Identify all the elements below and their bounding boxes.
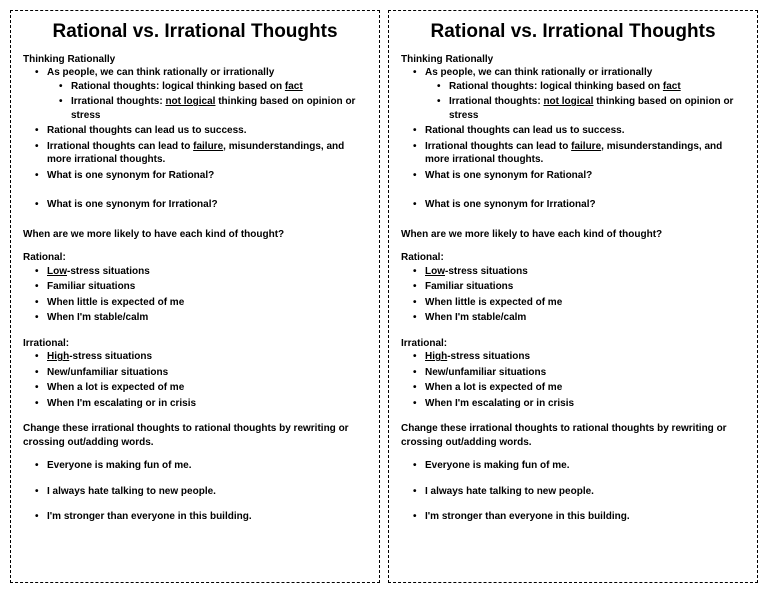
thinking-list-2: What is one synonym for Irrational?: [23, 198, 367, 212]
underlined-text: Low: [425, 266, 445, 277]
thinking-list: As people, we can think rationally or ir…: [401, 66, 745, 182]
exercise-list: I always hate talking to new people.: [23, 485, 367, 499]
sub-list: Rational thoughts: logical thinking base…: [47, 80, 367, 123]
list-item: What is one synonym for Irrational?: [37, 198, 367, 212]
worksheet-title: Rational vs. Irrational Thoughts: [401, 19, 745, 45]
section-heading-thinking: Thinking Rationally: [23, 53, 367, 67]
sub-list: Rational thoughts: logical thinking base…: [425, 80, 745, 123]
section-heading-when: When are we more likely to have each kin…: [401, 228, 745, 242]
irrational-heading: Irrational:: [23, 337, 367, 351]
text: -stress situations: [447, 351, 530, 362]
underlined-text: not logical: [543, 96, 593, 107]
text: Irrational thoughts can lead to: [425, 141, 571, 152]
exercise-list: I'm stronger than everyone in this build…: [401, 510, 745, 524]
list-item: When little is expected of me: [415, 296, 745, 310]
list-item: Irrational thoughts can lead to failure,…: [415, 140, 745, 167]
list-item: High-stress situations: [415, 350, 745, 364]
section-heading-thinking: Thinking Rationally: [401, 53, 745, 67]
list-item: As people, we can think rationally or ir…: [415, 66, 745, 122]
underlined-text: failure: [193, 141, 223, 152]
list-item: Rational thoughts can lead us to success…: [37, 124, 367, 138]
exercise-list: I'm stronger than everyone in this build…: [23, 510, 367, 524]
list-item: What is one synonym for Rational?: [415, 169, 745, 183]
list-item: High-stress situations: [37, 350, 367, 364]
list-item: As people, we can think rationally or ir…: [37, 66, 367, 122]
rational-heading: Rational:: [401, 251, 745, 265]
text: Rational thoughts: logical thinking base…: [71, 81, 285, 92]
underlined-text: High: [425, 351, 447, 362]
text: -stress situations: [445, 266, 528, 277]
list-item: Rational thoughts: logical thinking base…: [61, 80, 367, 94]
exercise-list: Everyone is making fun of me.: [23, 459, 367, 473]
thinking-list-2: What is one synonym for Irrational?: [401, 198, 745, 212]
list-item: When a lot is expected of me: [37, 381, 367, 395]
underlined-text: Low: [47, 266, 67, 277]
list-item: Low-stress situations: [415, 265, 745, 279]
text: Irrational thoughts can lead to: [47, 141, 193, 152]
text: Irrational thoughts:: [71, 96, 165, 107]
thinking-list: As people, we can think rationally or ir…: [23, 66, 367, 182]
rational-heading: Rational:: [23, 251, 367, 265]
list-item: Familiar situations: [415, 280, 745, 294]
text: Irrational thoughts:: [449, 96, 543, 107]
worksheet-title: Rational vs. Irrational Thoughts: [23, 19, 367, 45]
exercise-list: Everyone is making fun of me.: [401, 459, 745, 473]
text: As people, we can think rationally or ir…: [47, 67, 274, 78]
list-item: What is one synonym for Irrational?: [415, 198, 745, 212]
rational-list: Low-stress situations Familiar situation…: [401, 265, 745, 325]
list-item: New/unfamiliar situations: [415, 366, 745, 380]
text: Rational thoughts: logical thinking base…: [449, 81, 663, 92]
irrational-list: High-stress situations New/unfamiliar si…: [23, 350, 367, 410]
underlined-text: failure: [571, 141, 601, 152]
list-item: When little is expected of me: [37, 296, 367, 310]
list-item: I'm stronger than everyone in this build…: [415, 510, 745, 524]
list-item: Irrational thoughts: not logical thinkin…: [61, 95, 367, 122]
rational-list: Low-stress situations Familiar situation…: [23, 265, 367, 325]
list-item: When I'm escalating or in crisis: [415, 397, 745, 411]
underlined-text: High: [47, 351, 69, 362]
list-item: I'm stronger than everyone in this build…: [37, 510, 367, 524]
list-item: Everyone is making fun of me.: [415, 459, 745, 473]
text: -stress situations: [69, 351, 152, 362]
list-item: When a lot is expected of me: [415, 381, 745, 395]
list-item: Rational thoughts can lead us to success…: [415, 124, 745, 138]
text: As people, we can think rationally or ir…: [425, 67, 652, 78]
list-item: Low-stress situations: [37, 265, 367, 279]
list-item: Rational thoughts: logical thinking base…: [439, 80, 745, 94]
irrational-list: High-stress situations New/unfamiliar si…: [401, 350, 745, 410]
list-item: When I'm escalating or in crisis: [37, 397, 367, 411]
section-heading-change: Change these irrational thoughts to rati…: [401, 422, 745, 449]
list-item: Everyone is making fun of me.: [37, 459, 367, 473]
irrational-heading: Irrational:: [401, 337, 745, 351]
list-item: I always hate talking to new people.: [415, 485, 745, 499]
section-heading-when: When are we more likely to have each kin…: [23, 228, 367, 242]
worksheet-panel-right: Rational vs. Irrational Thoughts Thinkin…: [388, 10, 758, 583]
underlined-text: fact: [285, 81, 303, 92]
list-item: When I'm stable/calm: [37, 311, 367, 325]
list-item: Irrational thoughts: not logical thinkin…: [439, 95, 745, 122]
underlined-text: fact: [663, 81, 681, 92]
list-item: New/unfamiliar situations: [37, 366, 367, 380]
list-item: I always hate talking to new people.: [37, 485, 367, 499]
exercise-list: I always hate talking to new people.: [401, 485, 745, 499]
section-heading-change: Change these irrational thoughts to rati…: [23, 422, 367, 449]
list-item: Irrational thoughts can lead to failure,…: [37, 140, 367, 167]
worksheet-panel-left: Rational vs. Irrational Thoughts Thinkin…: [10, 10, 380, 583]
text: -stress situations: [67, 266, 150, 277]
underlined-text: not logical: [165, 96, 215, 107]
list-item: Familiar situations: [37, 280, 367, 294]
list-item: When I'm stable/calm: [415, 311, 745, 325]
list-item: What is one synonym for Rational?: [37, 169, 367, 183]
